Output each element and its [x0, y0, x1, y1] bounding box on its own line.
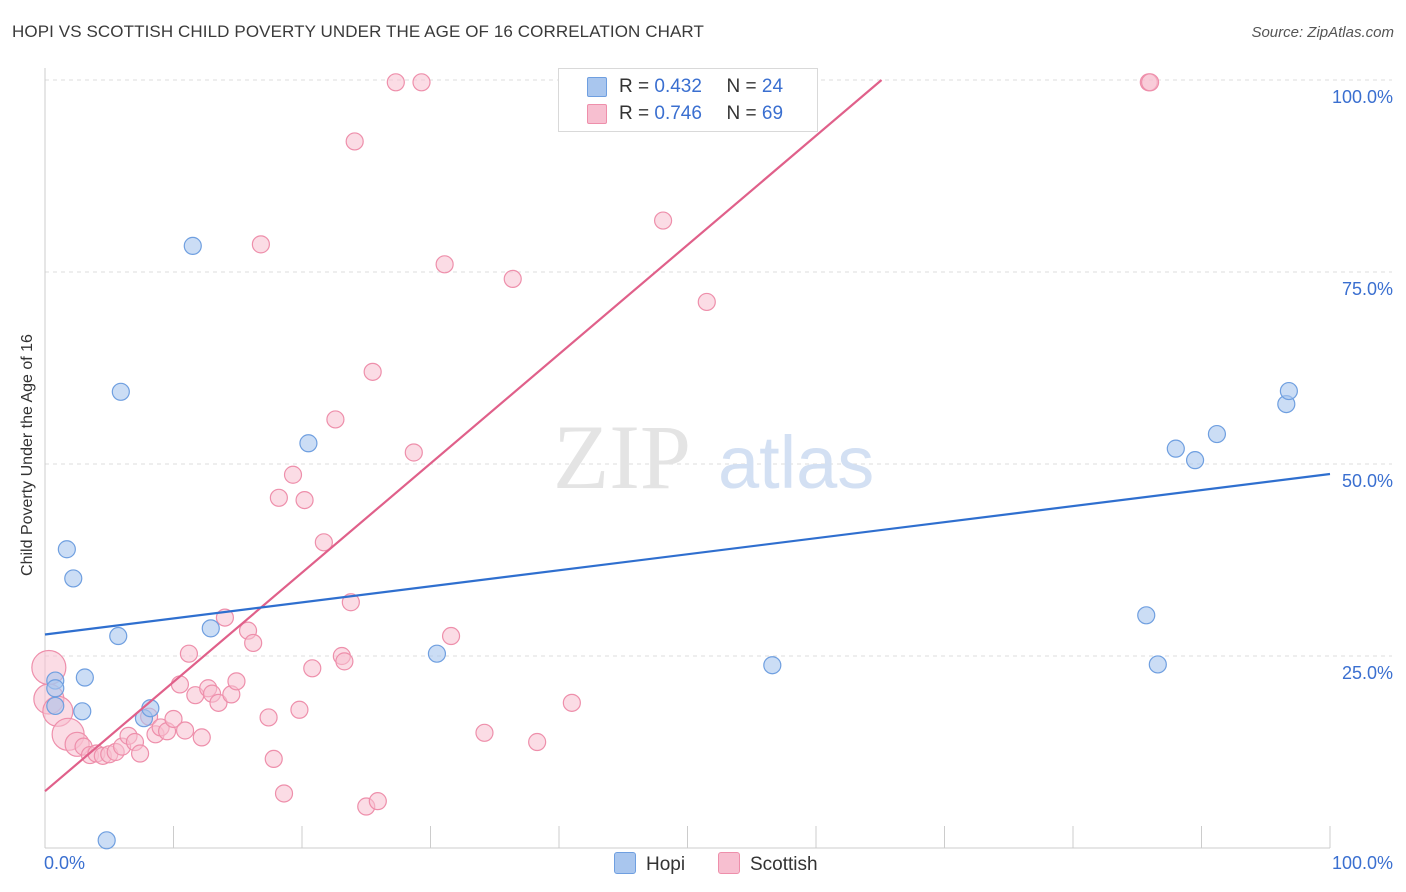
hopi-point: [111, 382, 130, 401]
hopi-n-label: N =: [726, 76, 757, 97]
watermark-atlas: atlas: [718, 421, 874, 504]
scottish-point: [170, 675, 190, 694]
scottish-point: [341, 593, 360, 612]
hopi-r-value: 0.432: [654, 76, 702, 97]
y-tick-label-50: 50.0%: [1342, 471, 1393, 491]
scottish-point: [441, 626, 461, 646]
hopi-r-label: R =: [619, 76, 650, 97]
scottish-point: [562, 693, 581, 712]
hopi-legend-swatch: [614, 852, 636, 874]
hopi-point: [1279, 381, 1298, 401]
source-label: Source: ZipAtlas.com: [1251, 24, 1394, 41]
scottish-legend-label: Scottish: [750, 854, 818, 875]
bottom-legend-hopi: Hopi: [614, 852, 685, 876]
scottish-point: [697, 292, 716, 312]
scottish-point: [192, 728, 211, 747]
scottish-point: [475, 723, 494, 742]
hopi-series: [46, 236, 1298, 850]
hopi-point: [57, 540, 76, 559]
chart-title: HOPI VS SCOTTISH CHILD POVERTY UNDER THE…: [12, 22, 704, 41]
hopi-point: [763, 656, 782, 675]
hopi-point: [1148, 655, 1167, 674]
scottish-r-label: R =: [619, 103, 650, 124]
scottish-point: [175, 721, 195, 740]
scottish-point: [326, 410, 345, 429]
scottish-point: [412, 73, 431, 92]
y-tick-label-75: 75.0%: [1342, 279, 1393, 299]
scottish-trendline: [44, 79, 883, 793]
watermark: ZIP atlas: [553, 406, 874, 508]
scottish-n-value: 69: [761, 103, 784, 124]
scottish-point: [503, 269, 522, 289]
bottom-legend-scottish: Scottish: [718, 852, 818, 876]
hopi-point: [97, 831, 116, 850]
hopi-point: [75, 668, 94, 687]
hopi-point: [1166, 439, 1185, 458]
hopi-point: [1207, 424, 1227, 444]
scottish-point: [528, 732, 547, 752]
hopi-point: [299, 434, 318, 453]
scottish-point: [130, 744, 150, 763]
y-tick-label-100: 100.0%: [1332, 87, 1393, 107]
hopi-point: [427, 644, 447, 663]
scottish-swatch: [587, 104, 607, 124]
hopi-point: [46, 696, 65, 716]
scottish-stats: R = 0.746 N = 69: [619, 102, 783, 126]
scottish-point: [269, 488, 288, 507]
hopi-point: [64, 569, 83, 588]
scottish-point: [314, 533, 333, 552]
scottish-point: [251, 235, 270, 254]
trendlines: [44, 79, 1331, 793]
hopi-legend-label: Hopi: [646, 854, 686, 875]
scottish-point: [303, 659, 322, 678]
x-tick-label-min: 0.0%: [44, 853, 85, 873]
y-tick-labels: 25.0% 50.0% 75.0% 100.0%: [1332, 87, 1393, 683]
hopi-point: [73, 702, 92, 721]
scottish-point: [290, 700, 309, 719]
scottish-point: [1140, 73, 1160, 92]
scottish-point: [335, 652, 354, 671]
watermark-zip: ZIP: [553, 406, 691, 508]
scottish-n-label: N =: [726, 103, 757, 124]
scottish-point: [386, 73, 405, 92]
scottish-point: [283, 465, 303, 484]
scottish-point: [244, 633, 263, 653]
hopi-point: [46, 679, 65, 698]
hopi-point: [1185, 451, 1205, 470]
axes: [44, 68, 1331, 849]
hopi-trendline: [44, 472, 1331, 636]
hopi-point: [1137, 606, 1156, 625]
scottish-series: [31, 73, 1160, 816]
scottish-point: [179, 644, 199, 663]
scottish-point: [653, 211, 673, 230]
scottish-point: [209, 693, 228, 712]
x-tick-label-max: 100.0%: [1332, 853, 1393, 873]
x-tick-labels: 0.0% 100.0%: [44, 853, 1393, 873]
hopi-stats: R = 0.432 N = 24: [619, 75, 783, 99]
scottish-point: [368, 792, 387, 811]
hopi-n-value: 24: [761, 76, 784, 97]
hopi-point: [183, 236, 202, 255]
scottish-point: [363, 362, 382, 381]
hopi-swatch: [587, 77, 607, 97]
scottish-legend-swatch: [718, 852, 740, 874]
hopi-point: [109, 626, 128, 646]
scottish-point: [435, 255, 454, 274]
scottish-point: [345, 132, 364, 151]
scottish-point: [264, 749, 283, 769]
scottish-point: [295, 490, 314, 510]
scottish-point: [164, 709, 183, 729]
scottish-point: [227, 672, 246, 691]
y-tick-label-25: 25.0%: [1342, 663, 1393, 683]
gridlines: [45, 79, 1392, 657]
scottish-point: [259, 708, 278, 727]
scottish-r-value: 0.746: [654, 103, 702, 124]
scottish-point: [404, 443, 423, 462]
hopi-point: [201, 619, 220, 638]
scottish-point: [274, 784, 294, 803]
correlation-legend: R = 0.432 N = 24 R = 0.746 N = 69: [558, 68, 818, 132]
